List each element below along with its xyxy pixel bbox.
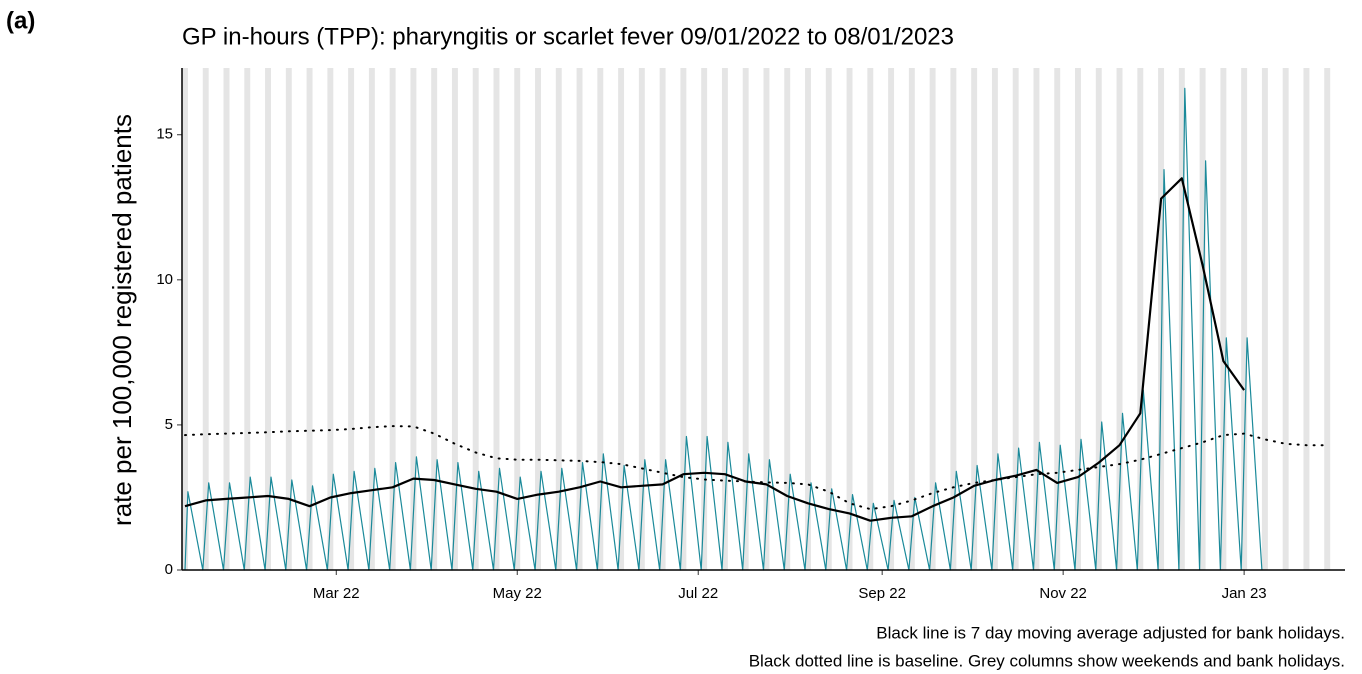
weekend-column — [1137, 68, 1144, 570]
y-axis-title: rate per 100,000 registered patients — [107, 114, 137, 526]
weekend-column — [555, 68, 562, 570]
weekend-column — [202, 68, 209, 570]
weekend-column — [182, 68, 188, 570]
axes-layer: 0 5 10 15 Mar 22 May 22 Jul 22 Sep 22 Nov 22 Jan … — [156, 68, 1345, 602]
weekend-column — [244, 68, 251, 570]
weekend-column — [701, 68, 708, 570]
weekend-column — [535, 68, 541, 570]
weekend-column — [971, 68, 978, 570]
x-tick-label: Jul 22 — [678, 585, 718, 602]
weekend-column — [618, 68, 625, 570]
x-tick-label: Sep 22 — [858, 585, 906, 602]
weekend-column — [1116, 68, 1123, 570]
weekend-column — [1324, 68, 1331, 570]
weekend-column — [1095, 68, 1102, 570]
plot-layer — [184, 87, 1329, 571]
panel-label: (a) — [6, 7, 35, 34]
weekend-column — [348, 68, 355, 570]
weekend-column — [1282, 68, 1289, 570]
weekend-column — [1054, 68, 1061, 570]
weekend-column — [368, 68, 375, 570]
weekend-column — [223, 68, 230, 570]
weekend-column — [908, 68, 915, 570]
y-tick-label: 0 — [165, 561, 173, 578]
weekend-column — [1261, 68, 1268, 570]
weekend-column — [1241, 68, 1248, 570]
weekend-column — [285, 68, 292, 570]
weekend-column — [784, 68, 791, 570]
y-tick-label: 10 — [156, 271, 173, 288]
x-tick-label: Nov 22 — [1039, 585, 1087, 602]
weekend-column — [472, 68, 479, 570]
footnote: Black dotted line is baseline. Grey colu… — [749, 651, 1345, 670]
weekend-column — [306, 68, 313, 570]
chart-title: GP in-hours (TPP): pharyngitis or scarle… — [182, 23, 954, 50]
weekend-column — [389, 68, 396, 570]
weekend-column — [1220, 68, 1227, 570]
weekend-column — [1303, 68, 1310, 570]
weekend-column — [576, 68, 583, 570]
weekend-column — [929, 68, 936, 570]
background-layer — [182, 68, 1331, 570]
weekend-column — [721, 68, 728, 570]
weekend-column — [1033, 68, 1040, 570]
weekend-column — [825, 68, 832, 570]
weekend-column — [1158, 68, 1165, 570]
weekend-column — [1075, 68, 1081, 570]
x-tick-label: Mar 22 — [313, 585, 360, 602]
weekend-column — [327, 68, 334, 570]
weekend-column — [410, 68, 417, 570]
weekend-column — [514, 68, 521, 570]
weekend-column — [763, 68, 770, 570]
weekend-column — [431, 68, 438, 570]
weekend-column — [265, 68, 272, 570]
weekend-column — [597, 68, 604, 570]
weekend-column — [888, 68, 895, 570]
weekend-column — [867, 68, 874, 570]
weekend-column — [991, 68, 998, 570]
x-tick-label: Jan 23 — [1222, 585, 1267, 602]
weekend-column — [742, 68, 749, 570]
weekend-column — [1199, 68, 1206, 570]
y-tick-label: 15 — [156, 126, 173, 143]
weekend-column — [451, 68, 458, 570]
y-tick-label: 5 — [165, 416, 173, 433]
weekend-column — [950, 68, 957, 570]
weekend-column — [1012, 68, 1019, 570]
baseline-line — [184, 425, 1329, 511]
weekend-column — [805, 68, 811, 570]
series-line — [184, 177, 1245, 522]
weekend-column — [659, 68, 666, 570]
weekend-column — [638, 68, 645, 570]
weekend-column — [680, 68, 687, 570]
x-tick-label: May 22 — [493, 585, 542, 602]
footnote: Black line is 7 day moving average adjus… — [876, 623, 1345, 642]
weekend-column — [493, 68, 500, 570]
weekend-column — [846, 68, 853, 570]
